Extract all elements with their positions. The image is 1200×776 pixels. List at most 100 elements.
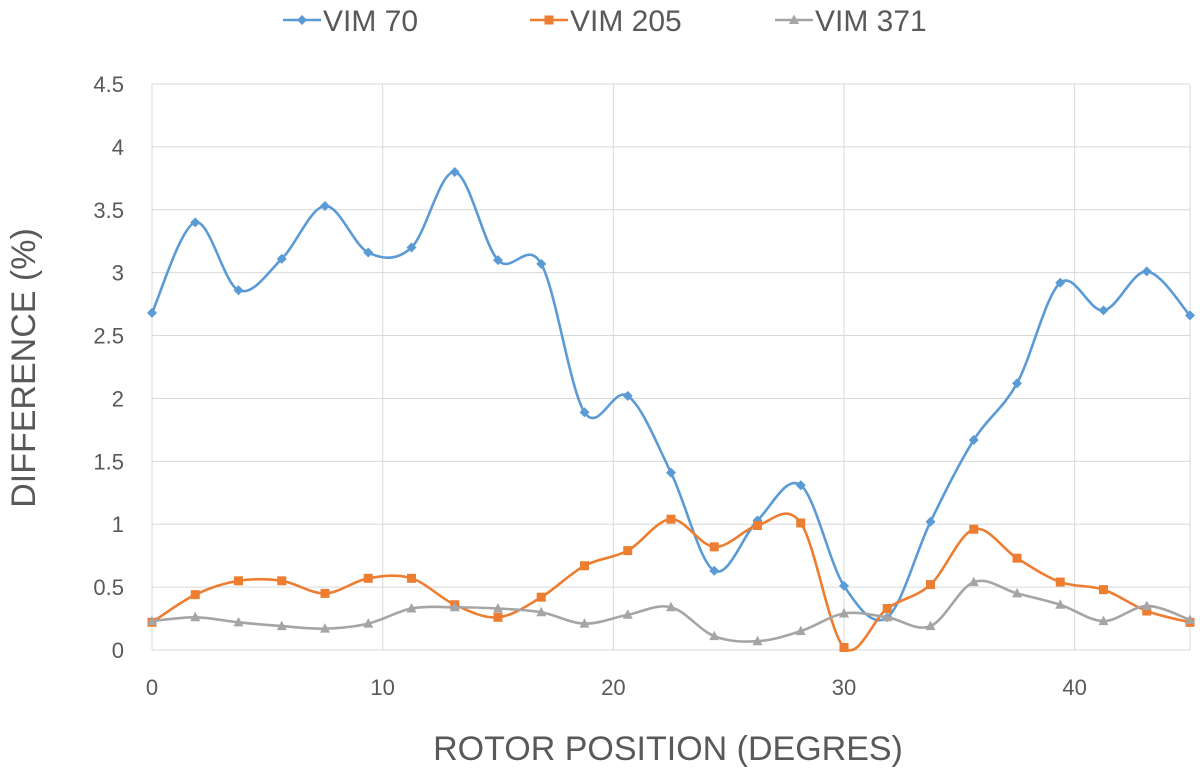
data-point	[1098, 615, 1109, 626]
x-tick-label: 30	[832, 675, 856, 700]
legend-marker	[789, 14, 799, 24]
data-point	[622, 390, 633, 401]
data-point	[795, 480, 806, 491]
grid-lines	[151, 83, 1191, 651]
data-point	[839, 580, 849, 591]
series-vim-205	[147, 512, 1195, 652]
x-tick-labels: 0 10 20 30 40	[146, 675, 1087, 700]
data-point	[1141, 266, 1152, 277]
legend: VIM 70 VIM 205 VIM 371	[283, 5, 927, 38]
data-point	[666, 601, 676, 612]
y-tick-label: 4	[112, 135, 124, 160]
data-point	[1099, 585, 1108, 595]
data-point	[406, 602, 417, 613]
data-point	[147, 307, 157, 318]
legend-marker	[297, 15, 307, 25]
series-layer	[147, 167, 1195, 652]
y-tick-label: 3.5	[93, 198, 124, 223]
data-point	[363, 618, 374, 628]
data-point	[1141, 600, 1152, 610]
data-point	[406, 242, 417, 253]
series-vim-70	[147, 167, 1195, 623]
y-tick-label: 0	[112, 638, 124, 663]
x-tick-label: 0	[146, 675, 158, 700]
data-point	[1055, 599, 1066, 609]
y-tick-label: 4.5	[93, 72, 124, 97]
data-point	[925, 516, 936, 527]
data-point	[925, 620, 936, 631]
data-point	[407, 573, 416, 583]
data-point	[320, 201, 330, 212]
data-point	[580, 561, 589, 571]
data-point	[882, 603, 892, 613]
data-point	[623, 546, 633, 556]
data-point	[839, 642, 849, 652]
data-point	[276, 620, 287, 631]
data-point	[449, 601, 460, 612]
y-tick-label: 2.5	[93, 324, 124, 349]
data-point	[622, 609, 633, 619]
data-point	[233, 285, 244, 296]
x-tick-label: 10	[370, 675, 394, 700]
data-point	[536, 606, 547, 617]
legend-item: VIM 70	[283, 5, 418, 38]
data-point	[709, 565, 720, 576]
series-line	[150, 170, 1192, 622]
legend-label: VIM 371	[815, 5, 927, 38]
data-point	[234, 576, 243, 586]
data-point	[753, 520, 762, 530]
data-point	[926, 580, 935, 590]
series-line	[150, 512, 1192, 652]
x-tick-label: 40	[1062, 675, 1086, 700]
y-tick-labels: 0 0.5 1 1.5 2 2.5 3 3.5 4 4.5	[93, 72, 124, 663]
legend-marker	[544, 15, 554, 25]
data-point	[493, 255, 503, 266]
data-point	[536, 592, 546, 602]
y-tick-label: 1	[112, 512, 124, 537]
data-point	[493, 602, 503, 613]
data-point	[1142, 606, 1152, 616]
data-point	[363, 247, 374, 258]
y-axis-title: DIFFERENCE (%)	[5, 228, 43, 508]
legend-item: VIM 371	[775, 5, 927, 38]
data-point	[276, 253, 287, 264]
x-axis-title: ROTOR POSITION (DEGRES)	[433, 730, 903, 768]
data-point	[709, 630, 720, 641]
data-point	[190, 217, 201, 228]
data-point	[233, 616, 244, 627]
data-point	[796, 518, 806, 528]
data-point	[882, 611, 893, 622]
data-point	[709, 542, 719, 552]
data-point	[666, 514, 676, 524]
data-point	[277, 576, 287, 586]
data-point	[147, 615, 157, 626]
data-point	[363, 573, 373, 583]
x-tick-label: 20	[601, 675, 625, 700]
data-point	[190, 611, 201, 622]
data-point	[579, 618, 590, 628]
data-point	[1185, 310, 1195, 321]
data-point	[839, 608, 849, 618]
data-point	[1012, 587, 1022, 598]
series-vim-371	[147, 576, 1195, 646]
data-point	[1012, 553, 1022, 563]
data-point	[968, 576, 979, 587]
data-point	[190, 590, 200, 600]
data-point	[320, 623, 330, 633]
data-point	[579, 407, 590, 418]
data-point	[1012, 378, 1022, 389]
y-tick-label: 2	[112, 386, 124, 411]
data-point	[1055, 277, 1066, 288]
data-point	[536, 258, 547, 269]
data-point	[1185, 614, 1195, 624]
data-point	[493, 612, 503, 622]
data-point	[449, 167, 460, 178]
data-point	[968, 434, 979, 445]
y-tick-label: 3	[112, 261, 124, 286]
legend-label: VIM 70	[323, 5, 418, 38]
y-tick-label: 1.5	[93, 449, 124, 474]
y-tick-label: 0.5	[93, 575, 124, 600]
data-point	[1098, 305, 1109, 316]
legend-item: VIM 205	[530, 5, 682, 38]
data-point	[1055, 577, 1065, 587]
